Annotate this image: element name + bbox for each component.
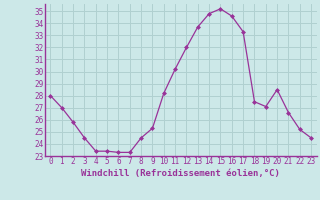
- X-axis label: Windchill (Refroidissement éolien,°C): Windchill (Refroidissement éolien,°C): [81, 169, 280, 178]
